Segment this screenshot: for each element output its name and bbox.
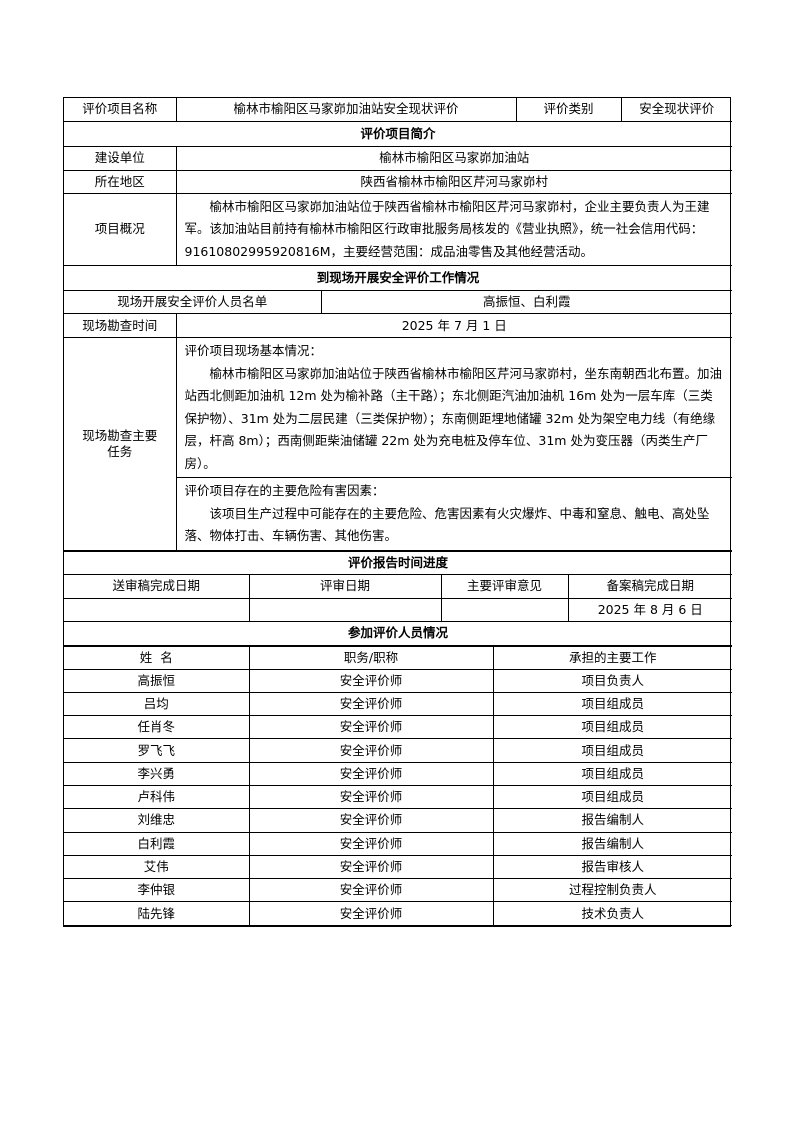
personnel-title: 安全评价师 bbox=[248, 691, 494, 717]
schedule-section-title: 评价报告时间进度 bbox=[64, 550, 733, 575]
personnel-name: 刘维忠 bbox=[64, 808, 250, 833]
personnel-name: 李兴勇 bbox=[64, 761, 250, 786]
personnel-row: 吕均 安全评价师 项目组成员 bbox=[64, 691, 732, 717]
personnel-title: 安全评价师 bbox=[248, 784, 494, 810]
personnel-work: 技术负责人 bbox=[492, 901, 732, 926]
schedule-col-submit: 送审稿完成日期 bbox=[64, 573, 250, 599]
personnel-title: 安全评价师 bbox=[248, 738, 494, 763]
schedule-col-filing: 备案稿完成日期 bbox=[567, 573, 733, 599]
personnel-title: 安全评价师 bbox=[248, 715, 494, 740]
time-label: 现场勘查时间 bbox=[64, 313, 177, 338]
personnel-name: 卢科伟 bbox=[64, 784, 250, 810]
personnel-row: 李兴勇 安全评价师 项目组成员 bbox=[64, 761, 732, 786]
schedule-filing-value: 2025 年 8 月 6 日 bbox=[567, 597, 733, 622]
schedule-col-opinion: 主要评审意见 bbox=[440, 573, 569, 599]
personnel-name: 李仲银 bbox=[64, 878, 250, 903]
schedule-table: 评价报告时间进度 送审稿完成日期 评审日期 主要评审意见 备案稿完成日期 202… bbox=[64, 550, 733, 646]
personnel-title: 安全评价师 bbox=[248, 878, 494, 903]
personnel-name: 高振恒 bbox=[64, 668, 250, 693]
personnel-row: 任肖冬 安全评价师 项目组成员 bbox=[64, 715, 732, 740]
personnel-section-title: 参加评价人员情况 bbox=[64, 620, 733, 646]
unit-value: 榆林市榆阳区马家峁加油站 bbox=[175, 145, 733, 171]
personnel-work: 项目组成员 bbox=[492, 691, 732, 717]
overview-label: 项目概况 bbox=[64, 192, 177, 266]
eval-type-value: 安全现状评价 bbox=[620, 98, 733, 122]
personnel-row: 白利霞 安全评价师 报告编制人 bbox=[64, 831, 732, 856]
personnel-work: 项目组成员 bbox=[492, 761, 732, 786]
overview-cell: 榆林市榆阳区马家峁加油站位于陕西省榆林市榆阳区芹河马家峁村，企业主要负责人为王建… bbox=[175, 192, 733, 266]
staff-value: 高振恒、白利霞 bbox=[320, 290, 733, 314]
hazard-heading: 评价项目存在的主要危险有害因素： bbox=[184, 483, 385, 498]
personnel-row: 艾伟 安全评价师 报告审核人 bbox=[64, 854, 732, 880]
personnel-name: 罗飞飞 bbox=[64, 738, 250, 763]
task-label: 现场勘查主要任务 bbox=[64, 337, 177, 551]
personnel-col-work: 承担的主要工作 bbox=[492, 645, 732, 670]
personnel-col-title: 职务/职称 bbox=[248, 645, 494, 670]
staff-label: 现场开展安全评价人员名单 bbox=[64, 290, 322, 314]
personnel-work: 报告审核人 bbox=[492, 854, 732, 880]
evaluation-form: 评价项目名称 榆林市榆阳区马家峁加油站安全现状评价 评价类别 安全现状评价 评价… bbox=[63, 97, 733, 927]
area-label: 所在地区 bbox=[64, 169, 177, 194]
hazard-cell: 评价项目存在的主要危险有害因素： 该项目生产过程中可能存在的主要危险、危害因素有… bbox=[176, 477, 733, 551]
basic-heading: 评价项目现场基本情况： bbox=[184, 343, 323, 358]
personnel-work: 过程控制负责人 bbox=[492, 878, 732, 903]
personnel-work: 项目组成员 bbox=[492, 784, 732, 810]
personnel-work: 项目组成员 bbox=[492, 738, 732, 763]
personnel-title: 安全评价师 bbox=[248, 808, 494, 833]
project-name-value: 榆林市榆阳区马家峁加油站安全现状评价 bbox=[175, 98, 517, 122]
area-value: 陕西省榆林市榆阳区芹河马家峁村 bbox=[175, 169, 733, 194]
personnel-name: 艾伟 bbox=[64, 854, 250, 880]
schedule-review-value bbox=[248, 597, 442, 622]
personnel-row: 陆先锋 安全评价师 技术负责人 bbox=[64, 901, 732, 926]
personnel-row: 卢科伟 安全评价师 项目组成员 bbox=[64, 784, 732, 810]
personnel-title: 安全评价师 bbox=[248, 831, 494, 856]
schedule-col-review: 评审日期 bbox=[248, 573, 442, 599]
personnel-name: 白利霞 bbox=[64, 831, 250, 856]
site-section-title: 到现场开展安全评价工作情况 bbox=[64, 265, 733, 291]
personnel-title: 安全评价师 bbox=[248, 901, 494, 926]
personnel-row: 罗飞飞 安全评价师 项目组成员 bbox=[64, 738, 732, 763]
personnel-work: 报告编制人 bbox=[492, 808, 732, 833]
personnel-title: 安全评价师 bbox=[248, 668, 494, 693]
personnel-row: 李仲银 安全评价师 过程控制负责人 bbox=[64, 878, 732, 903]
schedule-submit-value bbox=[64, 597, 250, 622]
personnel-name: 吕均 bbox=[64, 691, 250, 717]
basic-text: 榆林市榆阳区马家峁加油站位于陕西省榆林市榆阳区芹河马家峁村，坐东南朝西北布置。加… bbox=[184, 365, 723, 471]
time-value: 2025 年 7 月 1 日 bbox=[175, 313, 733, 338]
personnel-name: 任肖冬 bbox=[64, 715, 250, 740]
personnel-row: 高振恒 安全评价师 项目负责人 bbox=[64, 668, 732, 693]
hazard-text: 该项目生产过程中可能存在的主要危险、危害因素有火灾爆炸、中毒和窒息、触电、高处坠… bbox=[184, 505, 710, 544]
project-info-table: 评价项目名称 榆林市榆阳区马家峁加油站安全现状评价 评价类别 安全现状评价 评价… bbox=[64, 98, 733, 551]
basic-cell: 评价项目现场基本情况： 榆林市榆阳区马家峁加油站位于陕西省榆林市榆阳区芹河马家峁… bbox=[175, 337, 733, 478]
personnel-work: 项目负责人 bbox=[492, 668, 732, 693]
project-name-label: 评价项目名称 bbox=[64, 98, 177, 122]
personnel-work: 项目组成员 bbox=[492, 715, 732, 740]
schedule-opinion-value bbox=[440, 597, 569, 622]
personnel-row: 刘维忠 安全评价师 报告编制人 bbox=[64, 808, 732, 833]
personnel-title: 安全评价师 bbox=[248, 854, 494, 880]
personnel-table: 姓 名 职务/职称 承担的主要工作 高振恒 安全评价师 项目负责人 吕均 安全评价师 项目… bbox=[64, 645, 732, 926]
intro-section-title: 评价项目简介 bbox=[64, 120, 733, 147]
personnel-title: 安全评价师 bbox=[248, 761, 494, 786]
personnel-col-name: 姓 名 bbox=[64, 645, 250, 670]
eval-type-label: 评价类别 bbox=[515, 98, 622, 122]
personnel-name: 陆先锋 bbox=[64, 901, 250, 926]
personnel-work: 报告编制人 bbox=[492, 831, 732, 856]
unit-label: 建设单位 bbox=[64, 145, 177, 171]
overview-text: 榆林市榆阳区马家峁加油站位于陕西省榆林市榆阳区芹河马家峁村，企业主要负责人为王建… bbox=[184, 198, 710, 259]
